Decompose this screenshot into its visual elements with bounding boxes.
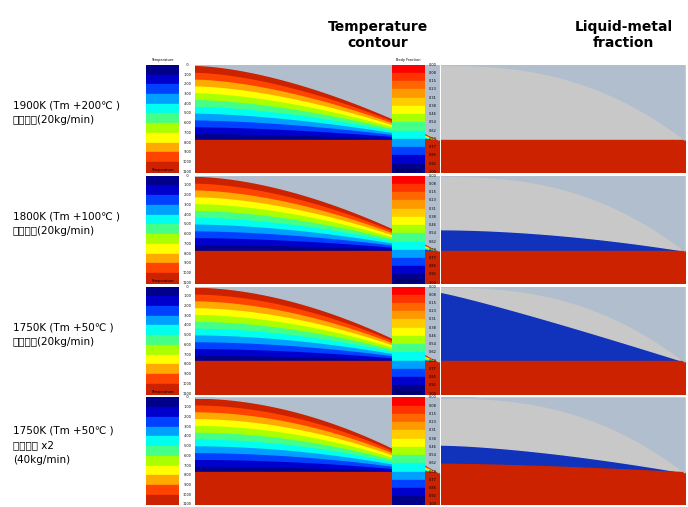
Text: Liquid-metal
fraction: Liquid-metal fraction xyxy=(574,20,673,50)
Text: 1800K (Tm +100℃ )
출탕속돈(20kg/min): 1800K (Tm +100℃ ) 출탕속돈(20kg/min) xyxy=(13,211,120,236)
Text: 1900K (Tm +200℃ )
출탕속돈(20kg/min): 1900K (Tm +200℃ ) 출탕속돈(20kg/min) xyxy=(13,100,120,125)
Text: 1750K (Tm +50℃ )
출탕속돈 x2
(40kg/min): 1750K (Tm +50℃ ) 출탕속돈 x2 (40kg/min) xyxy=(13,426,114,465)
Text: Temperature
contour: Temperature contour xyxy=(327,20,428,50)
Text: 1750K (Tm +50℃ )
출탕속돈(20kg/min): 1750K (Tm +50℃ ) 출탕속돈(20kg/min) xyxy=(13,322,114,347)
